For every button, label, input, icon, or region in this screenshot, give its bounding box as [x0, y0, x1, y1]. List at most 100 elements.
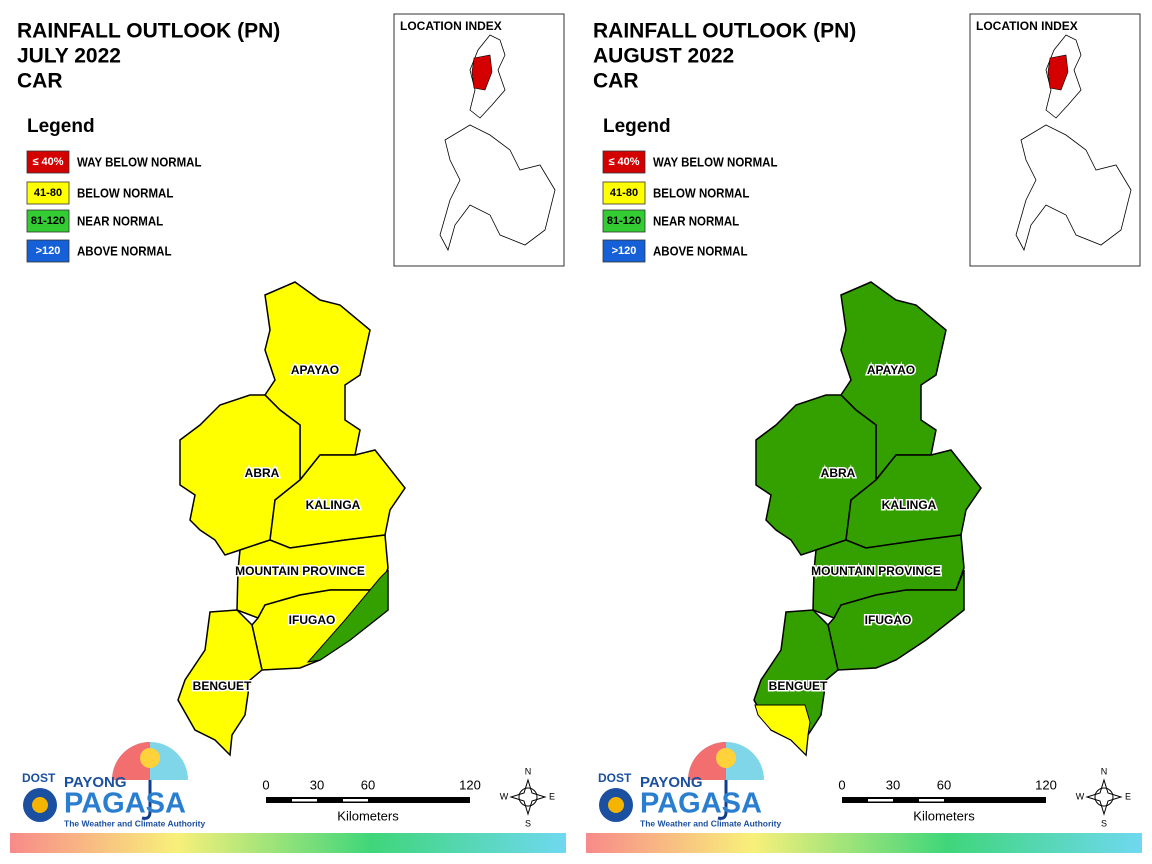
logo-sun — [140, 748, 160, 768]
legend-title: Legend — [603, 116, 671, 137]
logo-umbrella — [112, 742, 150, 780]
logo-agency: DOST — [22, 771, 56, 785]
location-index-title: LOCATION INDEX — [400, 19, 502, 33]
province-label: IFUGAO — [865, 613, 912, 627]
legend-swatch — [602, 150, 646, 174]
scale-tick: 30 — [886, 777, 900, 792]
scale-tick: 60 — [361, 777, 375, 792]
province-part — [306, 568, 389, 663]
province-part — [754, 704, 811, 757]
province-label: ABRA — [821, 466, 856, 480]
scale-tick: 0 — [262, 777, 269, 792]
logo-tagline: The Weather and Climate Authority — [64, 818, 205, 828]
legend-label: ABOVE NORMAL — [653, 244, 747, 259]
compass-e: E — [1125, 791, 1131, 801]
location-landmass — [1015, 124, 1132, 252]
province-label: BENGUET — [769, 679, 828, 693]
legend-range: >120 — [36, 245, 61, 257]
legend-swatch — [26, 239, 70, 263]
title-line: CAR — [593, 70, 639, 93]
province-label: IFUGAO — [289, 613, 336, 627]
legend-range: 41-80 — [34, 187, 62, 199]
legend-range: 81-120 — [607, 215, 641, 227]
title-line: CAR — [17, 70, 63, 93]
title-line: JULY 2022 — [17, 45, 121, 68]
compass-w: W — [500, 791, 509, 801]
compass-s: S — [525, 818, 531, 828]
scale-tick: 120 — [459, 777, 481, 792]
legend-title: Legend — [27, 116, 95, 137]
location-highlight — [1047, 54, 1069, 91]
compass-ring — [1094, 787, 1114, 807]
compass-rose — [509, 778, 547, 816]
location-landmass — [439, 124, 556, 252]
legend-range: ≤ 40% — [608, 156, 639, 168]
province-label: MOUNTAIN PROVINCE — [811, 564, 941, 578]
color-strip — [10, 833, 566, 853]
logo-handle — [717, 780, 728, 820]
province-label: ABRA — [245, 466, 280, 480]
logo-line2: PAGASA — [64, 788, 186, 820]
scale-segment — [292, 799, 317, 802]
legend-range: ≤ 40% — [32, 156, 63, 168]
compass-rose — [1085, 778, 1123, 816]
logo-agency: DOST — [598, 771, 632, 785]
title-line: RAINFALL OUTLOOK (PN) — [17, 20, 280, 43]
legend-label: NEAR NORMAL — [77, 214, 163, 229]
legend-swatch — [26, 181, 70, 205]
province-label: BENGUET — [193, 679, 252, 693]
logo-line1: PAYONG — [64, 774, 127, 791]
logo-mark-inner — [608, 797, 624, 813]
legend-range: 41-80 — [610, 187, 638, 199]
scale-unit: Kilometers — [913, 808, 975, 823]
legend-label: BELOW NORMAL — [77, 186, 173, 201]
legend-label: WAY BELOW NORMAL — [653, 155, 777, 170]
legend-swatch — [602, 181, 646, 205]
logo-sun — [716, 748, 736, 768]
province-label: APAYAO — [291, 363, 339, 377]
logo-tagline: The Weather and Climate Authority — [640, 818, 781, 828]
scale-segment — [919, 799, 944, 802]
legend-label: WAY BELOW NORMAL — [77, 155, 201, 170]
compass-n: N — [525, 766, 532, 776]
province-label: APAYAO — [867, 363, 915, 377]
scale-segment — [868, 799, 893, 802]
compass-n: N — [1101, 766, 1108, 776]
legend-range: 81-120 — [31, 215, 65, 227]
logo-line1: PAYONG — [640, 774, 703, 791]
province-label: KALINGA — [882, 498, 937, 512]
scale-tick: 60 — [937, 777, 951, 792]
location-highlight — [471, 54, 493, 91]
province-label: MOUNTAIN PROVINCE — [235, 564, 365, 578]
legend-swatch — [602, 239, 646, 263]
legend-label: BELOW NORMAL — [653, 186, 749, 201]
legend-swatch — [26, 150, 70, 174]
color-strip — [586, 833, 1142, 853]
province — [177, 609, 263, 757]
legend-range: >120 — [612, 245, 637, 257]
title-line: AUGUST 2022 — [593, 45, 734, 68]
logo-line2: PAGASA — [640, 788, 762, 820]
compass-ring — [518, 787, 538, 807]
scale-segment — [343, 799, 368, 802]
location-index-title: LOCATION INDEX — [976, 19, 1078, 33]
legend-label: ABOVE NORMAL — [77, 244, 171, 259]
legend-swatch — [26, 209, 70, 233]
legend-swatch — [602, 209, 646, 233]
province — [269, 449, 406, 549]
compass-w: W — [1076, 791, 1085, 801]
province-label: KALINGA — [306, 498, 361, 512]
province — [845, 449, 982, 549]
legend-label: NEAR NORMAL — [653, 214, 739, 229]
scale-unit: Kilometers — [337, 808, 399, 823]
scale-tick: 30 — [310, 777, 324, 792]
compass-e: E — [549, 791, 555, 801]
scale-tick: 120 — [1035, 777, 1057, 792]
scale-tick: 0 — [838, 777, 845, 792]
logo-handle — [141, 780, 152, 820]
logo-mark-inner — [32, 797, 48, 813]
title-line: RAINFALL OUTLOOK (PN) — [593, 20, 856, 43]
